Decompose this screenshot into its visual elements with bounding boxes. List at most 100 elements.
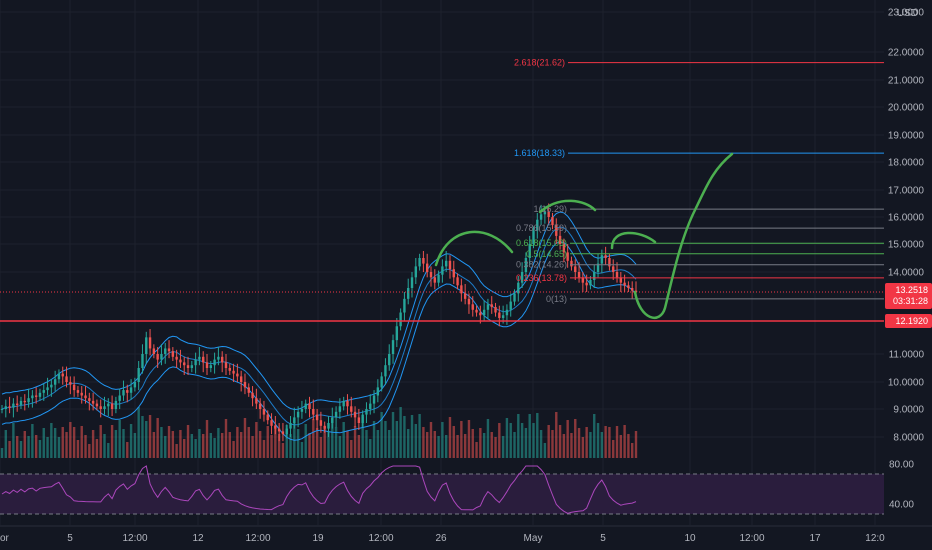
candle-body <box>255 398 258 404</box>
candle-body <box>604 255 607 258</box>
time-tick-label: 10 <box>684 533 696 544</box>
candle-body <box>479 312 482 316</box>
candle-body <box>129 387 133 393</box>
volume-bar <box>27 436 30 458</box>
candle-body <box>327 423 330 429</box>
candle-body <box>410 277 414 288</box>
candle-body <box>433 277 436 283</box>
candle-body <box>285 428 288 435</box>
upper-band <box>1 211 637 411</box>
candle-body <box>350 406 353 412</box>
volume-bar <box>277 434 281 458</box>
price-axis-bg <box>884 0 932 525</box>
time-tick-label: 12:00 <box>368 533 393 544</box>
fib-level-label: 0.786(15.59) <box>516 223 567 233</box>
candle-body <box>441 266 444 275</box>
volume-bar <box>532 423 535 458</box>
candle-body <box>444 260 448 267</box>
volume-bar <box>186 425 190 458</box>
volume-bar <box>513 432 516 458</box>
volume-bar <box>76 440 80 458</box>
candle-body <box>23 400 26 403</box>
candle-body <box>490 304 493 308</box>
volume-bar <box>536 413 539 458</box>
candle-body <box>65 376 68 382</box>
volume-bar <box>600 432 604 458</box>
volume-bar <box>80 426 83 458</box>
candle-body <box>53 379 57 385</box>
volume-bar <box>243 418 247 458</box>
candle-body <box>91 400 95 404</box>
volume-bar <box>399 407 402 458</box>
volume-bar <box>505 418 509 458</box>
volume-bar <box>467 420 471 458</box>
volume-bar <box>623 425 626 458</box>
candle-body <box>505 309 509 316</box>
volume-bar <box>482 433 486 458</box>
candle-body <box>99 406 102 409</box>
time-tick-label: 5 <box>67 533 73 544</box>
time-tick-label: 12:00 <box>739 533 764 544</box>
candle-body <box>239 376 243 382</box>
time-tick-label: 12 <box>192 533 204 544</box>
volume-bar <box>285 425 288 458</box>
volume-bar <box>167 426 171 458</box>
volume-bar <box>494 437 497 458</box>
fibonacci-extension[interactable]: 2.618(21.62) 1.618(18.33) 1(16.29) 0.786(15… <box>514 58 884 304</box>
candle-body <box>141 354 144 368</box>
candle-body <box>600 255 604 264</box>
volume-bar <box>593 414 596 458</box>
volume-bar <box>391 412 395 458</box>
volume-bar <box>498 423 501 458</box>
volume-bar <box>99 425 102 458</box>
volume-bar <box>118 420 121 458</box>
volume-bar <box>585 427 588 458</box>
hand-drawn-projection[interactable] <box>434 152 734 319</box>
time-tick-label: 5 <box>600 533 606 544</box>
candle-body <box>486 304 490 310</box>
candle-body <box>331 417 334 423</box>
candle-body <box>589 280 592 286</box>
volume-bar <box>266 426 269 458</box>
left-shoulder-arc <box>434 230 514 267</box>
volume-bar <box>296 429 300 458</box>
candle-body <box>380 376 383 388</box>
volume-bar <box>562 434 566 458</box>
candle-body <box>57 373 61 380</box>
volume-bar <box>551 430 554 458</box>
candle-body <box>346 400 349 407</box>
volume-bar <box>236 427 239 458</box>
candle-body <box>217 356 220 360</box>
volume-bar <box>619 435 623 458</box>
time-tick-label: 12:00 <box>245 533 270 544</box>
fib-level-label: 2.618(21.62) <box>514 58 565 68</box>
candles[interactable] <box>0 203 638 442</box>
volume-bar <box>346 431 349 458</box>
volume-bar <box>414 424 418 458</box>
volume-bar <box>490 432 493 458</box>
candle-body <box>482 309 486 316</box>
head-arc <box>538 199 597 214</box>
volume-bar <box>407 429 410 458</box>
rsi-line <box>1 465 637 514</box>
candle-body <box>171 351 175 357</box>
volume-bar <box>589 432 592 458</box>
volume-bar <box>444 435 448 458</box>
candle-body <box>228 368 231 371</box>
volume-bar <box>107 443 110 458</box>
volume-bar <box>631 443 634 458</box>
candle-body <box>156 354 159 360</box>
volume-bar <box>281 443 285 458</box>
time-axis[interactable]: or 5 12:00 12 12:00 19 12:00 26 May 5 10 12:00 17 12:… <box>0 525 932 544</box>
candle-body <box>448 260 452 270</box>
price-tick-label: 21.0000 <box>888 76 925 87</box>
candle-body <box>69 382 72 385</box>
price-tick-label: 23.0000 <box>888 8 925 19</box>
volume-bar <box>34 435 38 458</box>
candle-body <box>198 356 201 360</box>
volume-bar <box>91 430 95 458</box>
volume-bar <box>126 442 129 458</box>
candle-body <box>558 235 562 244</box>
